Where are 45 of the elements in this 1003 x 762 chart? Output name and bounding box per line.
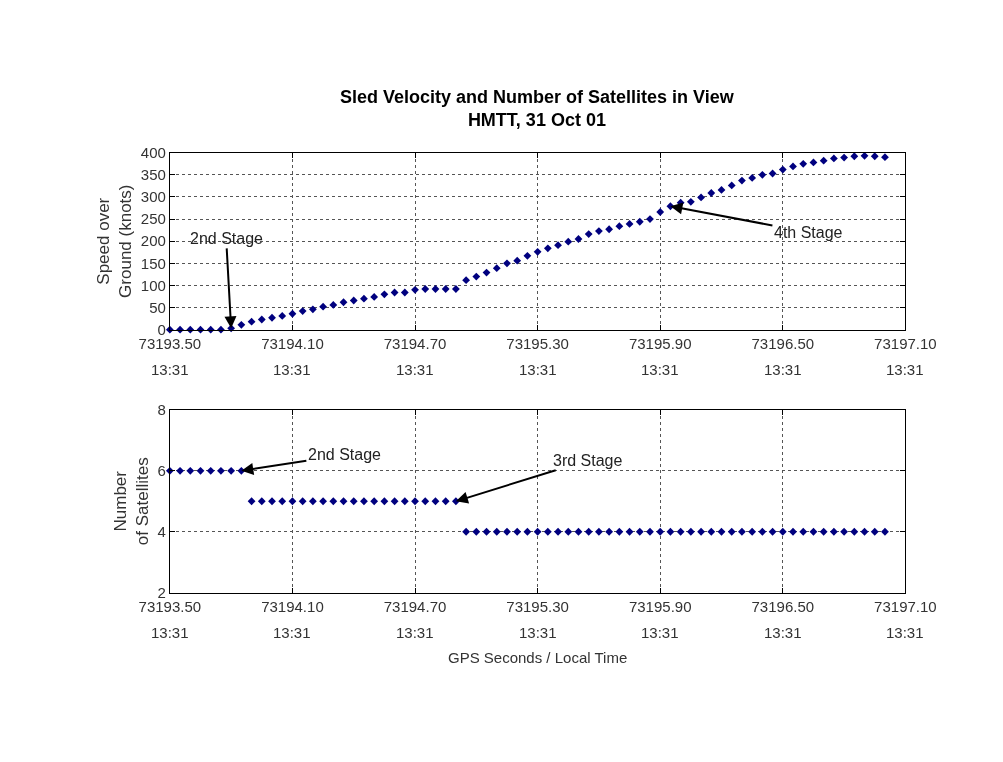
x-tick-label: 73194.10 [261, 597, 324, 615]
chart-title: Sled Velocity and Number of Satellites in View HMTT, 31 Oct 01 [340, 87, 735, 131]
text: 13:31 [641, 361, 679, 378]
x-tick-label: 73197.10 [874, 334, 937, 352]
annotation: 2nd Stage [308, 446, 382, 463]
x-tick-label: 73194.10 [261, 334, 324, 352]
y-tick-label: 350 [140, 166, 166, 184]
text: 13:31 [396, 361, 434, 378]
x-tick-label: 73195.90 [628, 334, 692, 352]
y-axis-title: Number of Satellites [110, 457, 153, 546]
y-tick-label: 400 [140, 143, 166, 161]
text: 13:31 [273, 624, 311, 641]
x-tick-label: 73194.70 [383, 334, 447, 352]
y-axis-title: Speed over Ground (knots) [94, 184, 136, 298]
text: 13:31 [396, 624, 434, 641]
x-tick-label: 73195.30 [506, 334, 569, 352]
text: 13:31 [641, 624, 679, 641]
x-tick-label: 73195.90 [628, 597, 692, 615]
text: 13:31 [519, 624, 557, 641]
y-tick-label: 150 [140, 254, 166, 272]
text: 13:31 [151, 361, 189, 378]
y-tick-label: 200 [140, 232, 166, 250]
text: 13:31 [151, 624, 189, 641]
text: 13:31 [886, 361, 924, 378]
x-tick-label: 73197.10 [874, 597, 937, 615]
x-tick-label: 73195.30 [506, 597, 569, 615]
text: 13:31 [519, 361, 557, 378]
y-tick-label: 4 [157, 522, 166, 540]
y-tick-label: 8 [157, 401, 166, 419]
x-axis-title: GPS Seconds / Local Time [447, 648, 628, 666]
text: 13:31 [764, 624, 802, 641]
text: 13:31 [886, 624, 924, 641]
y-tick-label: 250 [140, 210, 166, 228]
y-tick-label: 50 [149, 298, 166, 316]
annotation: 3rd Stage [553, 452, 623, 469]
y-tick-label: 300 [140, 188, 166, 206]
annotation: 4th Stage [774, 224, 843, 241]
text: 13:31 [764, 361, 802, 378]
text: 13:31 [273, 361, 311, 378]
y-tick-label: 100 [140, 276, 166, 294]
x-tick-label: 73196.50 [751, 597, 815, 615]
annotation: 2nd Stage [190, 230, 264, 247]
x-tick-label: 73194.70 [383, 597, 447, 615]
x-tick-label: 73196.50 [751, 334, 815, 352]
y-tick-label: 6 [157, 462, 166, 480]
